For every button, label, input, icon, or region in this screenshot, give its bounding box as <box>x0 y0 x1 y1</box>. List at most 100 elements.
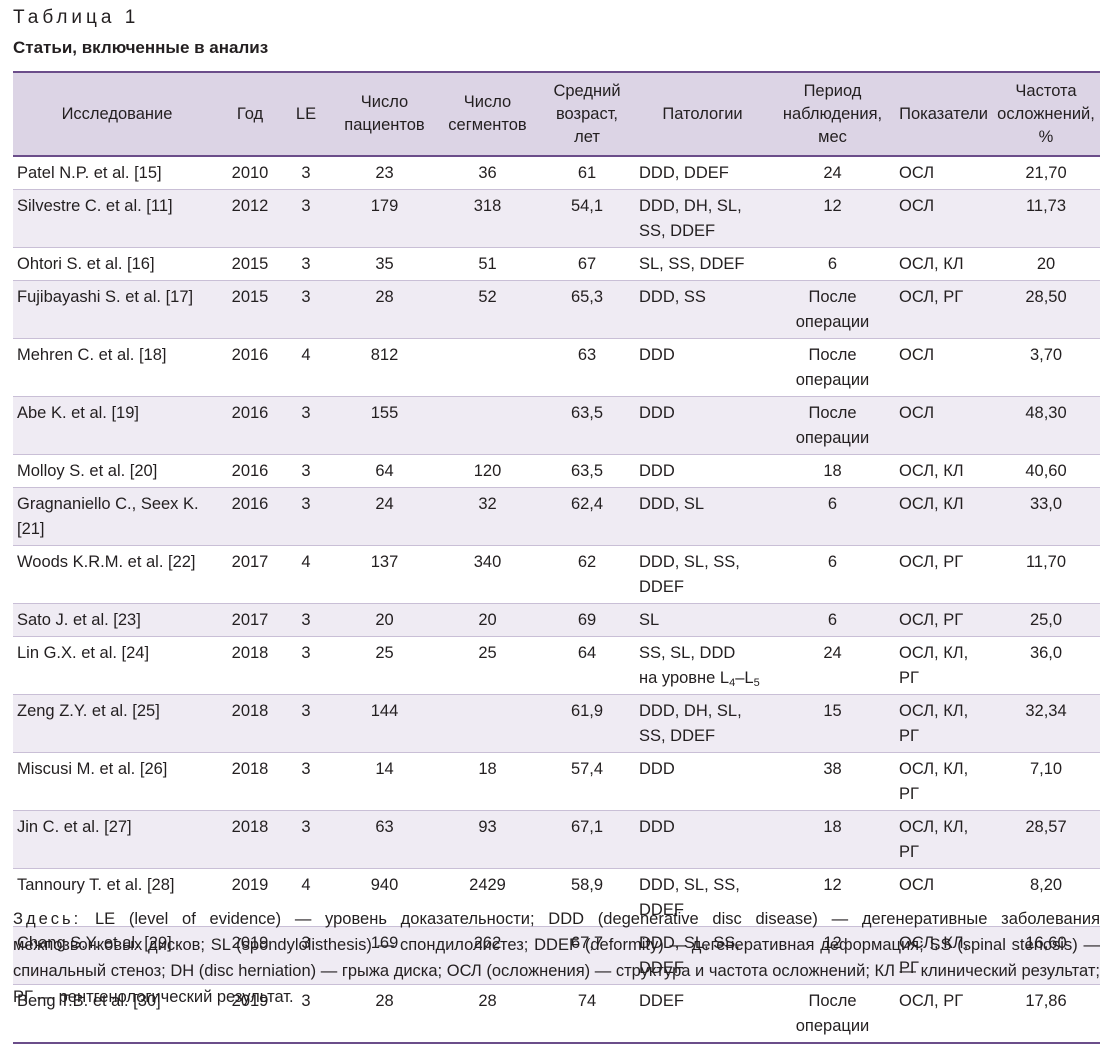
cell-rate: 7,10 <box>992 752 1100 811</box>
cell-year: 2015 <box>221 280 279 339</box>
column-header: Показатели <box>895 73 992 157</box>
column-header: Период наблюдения, мес <box>770 73 895 157</box>
cell-segments: 51 <box>436 247 539 281</box>
table-header-row: Исследование Год LE Число пациентов Число сегм… <box>13 73 1100 157</box>
table-row: Woods K.R.M. et al. [22] 2017 4 137 340 62 DDD… <box>13 545 1100 604</box>
table-row: Silvestre C. et al. [11] 2012 3 179 318 54,1 D… <box>13 189 1100 248</box>
column-header: LE <box>279 73 333 157</box>
cell-pathology: DDD <box>635 454 770 488</box>
cell-patients: 35 <box>333 247 436 281</box>
column-header: Исследование <box>13 73 221 157</box>
cell-pathology: DDD, DH, SL, SS, DDEF <box>635 694 770 753</box>
cell-patients: 25 <box>333 636 436 695</box>
cell-followup: 6 <box>770 603 895 637</box>
column-header: Частота осложнений,% <box>992 73 1100 157</box>
cell-rate: 16,60 <box>992 926 1100 985</box>
cell-followup: 24 <box>770 636 895 695</box>
cell-study: Lin G.X. et al. [24] <box>13 636 221 695</box>
cell-age: 57,4 <box>539 752 635 811</box>
cell-followup: После операции <box>770 396 895 455</box>
cell-pathology: DDD, SS <box>635 280 770 339</box>
cell-year: 2018 <box>221 636 279 695</box>
cell-age: 63 <box>539 338 635 397</box>
footnote-text: LE (level of evidence) — уровень доказат… <box>13 910 1101 1006</box>
table-row: Fujibayashi S. et al. [17] 2015 3 28 52 65,3 D… <box>13 280 1100 339</box>
cell-year: 2018 <box>221 752 279 811</box>
cell-rate: 21,70 <box>992 156 1100 190</box>
table-row: Jin C. et al. [27] 2018 3 63 93 67,1 DDD 18 ОСЛ,… <box>13 810 1100 869</box>
cell-year: 2019 <box>221 926 279 985</box>
cell-followup: После операции <box>770 280 895 339</box>
cell-segments: 2429 <box>436 868 539 927</box>
cell-le: 3 <box>279 636 333 695</box>
cell-le: 3 <box>279 280 333 339</box>
cell-followup: 18 <box>770 810 895 869</box>
cell-pathology: DDD <box>635 396 770 455</box>
cell-study: Fujibayashi S. et al. [17] <box>13 280 221 339</box>
cell-year: 2017 <box>221 603 279 637</box>
cell-pathology: DDD, DDEF <box>635 156 770 190</box>
cell-pathology: DDD, SL <box>635 487 770 546</box>
cell-le: 3 <box>279 156 333 190</box>
table-container: Исследование Год LE Число пациентов Число сегм… <box>13 71 1100 1044</box>
cell-year: 2016 <box>221 396 279 455</box>
table-row: Ohtori S. et al. [16] 2015 3 35 51 67 SL, SS, … <box>13 247 1100 281</box>
cell-indicators: ОСЛ, РГ <box>895 603 992 637</box>
cell-patients: 812 <box>333 338 436 397</box>
cell-year: 2016 <box>221 487 279 546</box>
cell-followup: 12 <box>770 189 895 248</box>
cell-indicators: ОСЛ, РГ <box>895 280 992 339</box>
cell-patients: 155 <box>333 396 436 455</box>
column-header: Средний возраст, лет <box>539 73 635 157</box>
cell-pathology: SL, SS, DDEF <box>635 247 770 281</box>
cell-age: 69 <box>539 603 635 637</box>
cell-followup: 18 <box>770 454 895 488</box>
cell-year: 2019 <box>231 992 269 1010</box>
cell-le: 3 <box>279 247 333 281</box>
cell-rate: 28,50 <box>992 280 1100 339</box>
cell-segments: 93 <box>436 810 539 869</box>
table-body: Patel N.P. et al. [15] 2010 3 23 36 61 DDD, DD… <box>13 156 1100 1042</box>
cell-pathology: SS, SL, DDD на уровне L4–L5 <box>635 636 770 695</box>
cell-followup: 38 <box>770 752 895 811</box>
cell-study: Tannoury T. et al. [28] <box>13 868 221 927</box>
cell-rate: 11,70 <box>992 545 1100 604</box>
studies-table: Исследование Год LE Число пациентов Число сегм… <box>13 73 1100 1042</box>
column-header: Число сегментов <box>436 73 539 157</box>
cell-segments: 25 <box>436 636 539 695</box>
cell-indicators: ОСЛ <box>895 396 992 455</box>
cell-le: 3 <box>279 694 333 753</box>
cell-segments <box>436 338 539 397</box>
cell-indicators: ОСЛ, КЛ, РГ <box>895 694 992 753</box>
cell-age: 63,5 <box>539 396 635 455</box>
cell-age: 62,4 <box>539 487 635 546</box>
cell-segments <box>436 694 539 753</box>
cell-study: Sato J. et al. [23] <box>13 603 221 637</box>
footnote-lead: Здесь: <box>13 910 82 928</box>
cell-pathology: DDD, SL, SS, DDEF <box>635 545 770 604</box>
cell-rate: 48,30 <box>992 396 1100 455</box>
cell-year: 2012 <box>221 189 279 248</box>
cell-study: Ohtori S. et al. [16] <box>13 247 221 281</box>
cell-pathology: DDD <box>635 810 770 869</box>
cell-year: 2016 <box>221 338 279 397</box>
cell-study: Molloy S. et al. [20] <box>13 454 221 488</box>
cell-study: Patel N.P. et al. [15] <box>13 156 221 190</box>
cell-age: 67,7 <box>539 926 635 985</box>
cell-le: 3 <box>279 454 333 488</box>
cell-patients: 137 <box>333 545 436 604</box>
cell-year: 2018 <box>221 810 279 869</box>
cell-patients: 24 <box>333 487 436 546</box>
cell-rate: 32,34 <box>992 694 1100 753</box>
cell-segments: 18 <box>436 752 539 811</box>
cell-pathology: DDD, DH, SL, SS, DDEF <box>635 189 770 248</box>
cell-study: Chang S.Y. et al. [29] <box>13 926 221 985</box>
cell-age: 61,9 <box>539 694 635 753</box>
table-row: Sato J. et al. [23] 2017 3 20 20 69 SL 6 ОСЛ, РГ… <box>13 603 1100 637</box>
cell-le: 3 <box>279 926 333 985</box>
column-header: Патологии <box>635 73 770 157</box>
cell-age: 67 <box>539 247 635 281</box>
cell-age: 58,9 <box>539 868 635 927</box>
cell-le: 4 <box>279 338 333 397</box>
cell-indicators: ОСЛ <box>895 338 992 397</box>
